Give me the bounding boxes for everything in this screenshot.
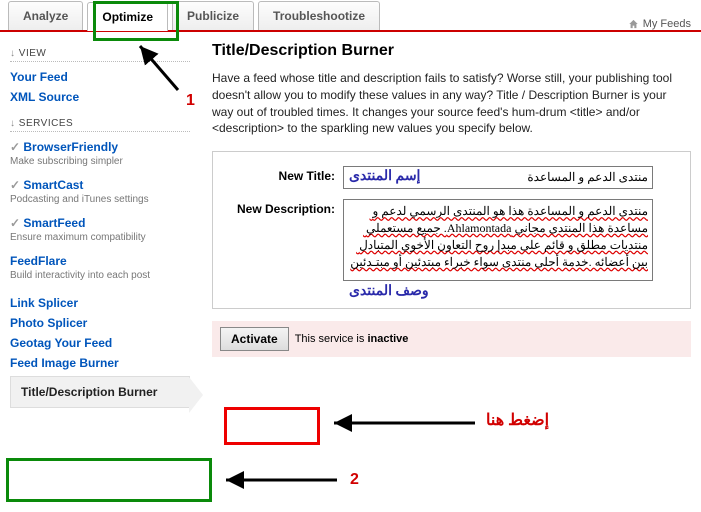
tab-bar: Analyze Optimize Publicize Troubleshooti… bbox=[0, 0, 701, 32]
annotation-arrow-2 bbox=[222, 470, 342, 490]
form-box: New Title: إسم المنتدى New Description: … bbox=[212, 151, 691, 309]
annotation-box-sidebar bbox=[6, 458, 212, 502]
annotation-box-activate bbox=[224, 407, 320, 445]
main-panel: Title/Description Burner Have a feed who… bbox=[200, 42, 691, 408]
sidebar-link-splicer[interactable]: Link Splicer bbox=[10, 296, 190, 310]
tab-publicize[interactable]: Publicize bbox=[172, 1, 254, 30]
sidebar-head-services: SERVICES bbox=[10, 118, 190, 132]
sidebar-smartfeed[interactable]: SmartFeed bbox=[22, 216, 190, 230]
sidebar-head-view: VIEW bbox=[10, 48, 190, 62]
status-pre: This service is bbox=[295, 333, 368, 345]
tab-optimize[interactable]: Optimize bbox=[87, 2, 168, 31]
annotation-number-2: 2 bbox=[350, 471, 359, 489]
action-row: Activate This service is inactive bbox=[212, 321, 691, 357]
page-title: Title/Description Burner bbox=[212, 42, 691, 60]
sidebar-geotag[interactable]: Geotag Your Feed bbox=[10, 336, 190, 350]
sidebar: VIEW Your Feed XML Source SERVICES Brows… bbox=[10, 42, 200, 408]
home-icon bbox=[628, 19, 639, 29]
activate-button[interactable]: Activate bbox=[220, 327, 289, 351]
tab-analyze[interactable]: Analyze bbox=[8, 1, 83, 30]
new-desc-label: New Description: bbox=[225, 199, 343, 284]
sidebar-smartfeed-desc: Ensure maximum compatibility bbox=[10, 232, 190, 244]
new-title-input[interactable] bbox=[343, 166, 653, 189]
sidebar-browserfriendly-desc: Make subscribing simpler bbox=[10, 156, 190, 168]
sidebar-title-desc-burner[interactable]: Title/Description Burner bbox=[10, 376, 190, 408]
annotation-press-ar: إضغط هنا bbox=[486, 410, 549, 430]
annotation-arrow-activate bbox=[330, 413, 480, 433]
sidebar-xml-source[interactable]: XML Source bbox=[10, 90, 190, 104]
sidebar-your-feed[interactable]: Your Feed bbox=[10, 70, 190, 84]
sidebar-photo-splicer[interactable]: Photo Splicer bbox=[10, 316, 190, 330]
service-status: This service is inactive bbox=[295, 333, 409, 345]
page-description: Have a feed whose title and description … bbox=[212, 70, 691, 137]
status-value: inactive bbox=[367, 333, 408, 345]
my-feeds-label: My Feeds bbox=[643, 18, 691, 30]
new-desc-textarea[interactable]: منتدى الدعم و المساعدة هذا هو المنتدى ال… bbox=[343, 199, 653, 281]
sidebar-smartcast-desc: Podcasting and iTunes settings bbox=[10, 194, 190, 206]
sidebar-feed-image-burner[interactable]: Feed Image Burner bbox=[10, 356, 190, 370]
tab-troubleshootize[interactable]: Troubleshootize bbox=[258, 1, 380, 30]
my-feeds-link[interactable]: My Feeds bbox=[628, 18, 691, 30]
new-title-label: New Title: bbox=[225, 166, 343, 189]
annotation-desc-ar: وصف المنتدى bbox=[349, 283, 429, 300]
sidebar-browserfriendly[interactable]: BrowserFriendly bbox=[22, 140, 190, 154]
sidebar-feedflare-desc: Build interactivity into each post bbox=[10, 270, 190, 282]
sidebar-smartcast[interactable]: SmartCast bbox=[22, 178, 190, 192]
sidebar-feedflare[interactable]: FeedFlare bbox=[10, 254, 190, 268]
